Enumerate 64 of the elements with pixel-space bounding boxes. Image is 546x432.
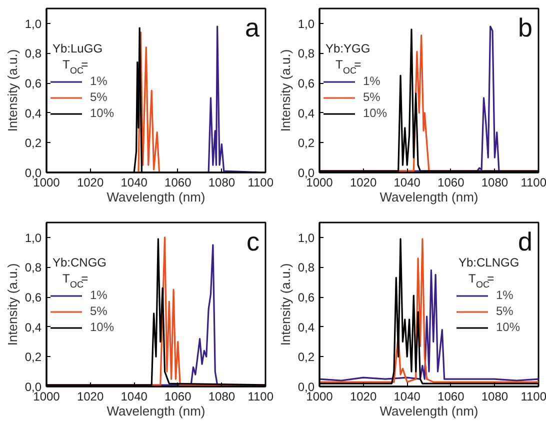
y-tick-label: 0,4	[298, 320, 315, 334]
y-tick-label: 0,6	[298, 290, 315, 305]
y-tick-label: 0,6	[24, 290, 42, 305]
x-tick-label: 1080	[208, 176, 236, 190]
y-tick-label: 0,2	[298, 350, 315, 364]
annotation: b	[518, 12, 533, 42]
x-tick-label: 1060	[164, 176, 192, 190]
x-tick-label: 1100	[248, 390, 274, 404]
annotation: a	[245, 12, 260, 42]
annotation: c	[246, 226, 260, 256]
x-tick-label: 1040	[394, 176, 421, 190]
legend-label: 1%	[496, 288, 514, 302]
y-axis-title: Intensity (a.u.)	[278, 49, 293, 132]
y-tick-label: 0,8	[24, 260, 42, 275]
x-tick-label: 1060	[438, 176, 465, 190]
annotation: d	[518, 226, 533, 256]
x-tick-label: 1040	[394, 390, 421, 404]
y-axis-title: Intensity (a.u.)	[4, 49, 20, 132]
legend-label: 5%	[90, 90, 108, 104]
x-tick-label: 1080	[481, 176, 508, 190]
y-tick-label: 0,8	[298, 46, 315, 61]
x-tick-label: 1100	[248, 176, 274, 190]
x-axis-title: Wavelength (nm)	[106, 404, 206, 418]
y-tick-label: 1,0	[298, 16, 315, 31]
x-axis-title: Wavelength (nm)	[106, 190, 206, 204]
legend-label: 10%	[90, 106, 114, 120]
y-tick-label: 1,0	[24, 16, 42, 31]
x-tick-label: 1020	[76, 176, 104, 190]
y-tick-label: 1,0	[24, 230, 42, 245]
legend-label: 10%	[363, 106, 388, 120]
y-tick-label: 0,4	[24, 106, 42, 120]
legend-label: 5%	[496, 304, 514, 318]
y-tick-label: 1,0	[298, 230, 315, 245]
y-tick-label: 0,4	[24, 320, 42, 334]
x-tick-label: 1100	[520, 390, 546, 404]
x-tick-label: 1100	[520, 176, 546, 190]
legend-label: 1%	[363, 74, 382, 88]
y-tick-label: 0,2	[24, 350, 42, 364]
y-axis-title: Intensity (a.u.)	[278, 263, 293, 346]
x-tick-label: 1040	[120, 176, 148, 190]
legend-label: 10%	[90, 320, 114, 334]
x-tick-label: 1080	[208, 390, 236, 404]
legend-label: 1%	[90, 288, 108, 302]
legend-label: 1%	[90, 74, 108, 88]
x-tick-label: 1020	[76, 390, 104, 404]
y-tick-label: 0,4	[298, 106, 315, 120]
x-axis-title: Wavelength (nm)	[380, 404, 478, 418]
y-tick-label: 0,2	[24, 136, 42, 150]
legend-label: 5%	[90, 304, 108, 318]
y-tick-label: 0,2	[298, 136, 315, 150]
y-tick-label: 0,8	[298, 260, 315, 275]
y-tick-label: 0,8	[24, 46, 42, 61]
y-tick-label: 0,6	[24, 76, 42, 91]
y-axis-title: Intensity (a.u.)	[4, 263, 20, 346]
x-tick-label: 1020	[350, 390, 377, 404]
x-axis-title: Wavelength (nm)	[380, 190, 478, 204]
x-tick-label: 1040	[120, 390, 148, 404]
x-tick-label: 1020	[350, 176, 377, 190]
x-tick-label: 1060	[438, 390, 465, 404]
x-tick-label: 1060	[164, 390, 192, 404]
legend-label: 5%	[363, 90, 382, 104]
y-tick-label: 0,6	[298, 76, 315, 91]
legend-label: 10%	[496, 320, 520, 334]
x-tick-label: 1080	[481, 390, 508, 404]
